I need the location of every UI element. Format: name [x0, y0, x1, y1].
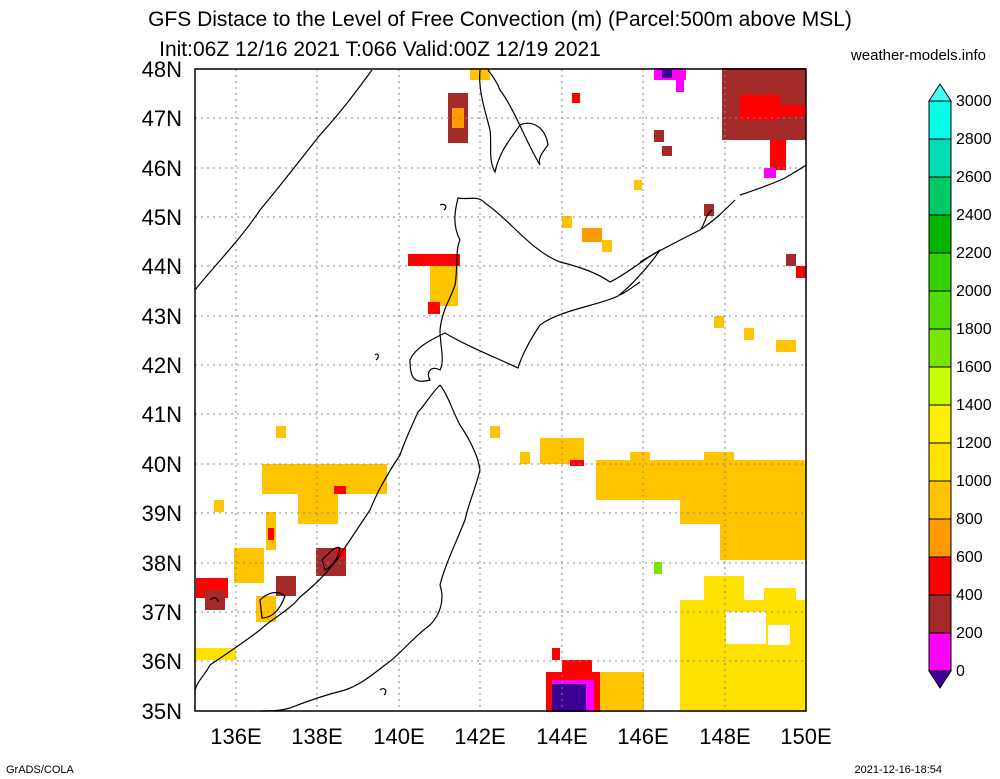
colorbar: [928, 83, 952, 689]
lat-label-47: 47N: [142, 106, 182, 131]
colorbar-label-1400: 1400: [956, 397, 992, 414]
chart-title: GFS Distace to the Level of Free Convect…: [148, 8, 852, 31]
colorbar-bottom-arrow: [928, 670, 952, 689]
lon-label-148: 148E: [699, 724, 750, 749]
lat-label-35: 35N: [142, 699, 182, 724]
lon-label-142: 142E: [454, 724, 505, 749]
lat-label-38: 38N: [142, 551, 182, 576]
map-frame: [194, 68, 807, 712]
colorbar-top-arrow: [928, 83, 952, 102]
footer-software: GrADS/COLA: [6, 764, 74, 776]
lon-label-138: 138E: [291, 724, 342, 749]
lat-label-43: 43N: [142, 304, 182, 329]
colorbar-label-2400: 2400: [956, 207, 992, 224]
lon-label-140: 140E: [373, 724, 424, 749]
lat-label-36: 36N: [142, 649, 182, 674]
lat-label-46: 46N: [142, 156, 182, 181]
lon-label-144: 144E: [536, 724, 587, 749]
lat-label-44: 44N: [142, 254, 182, 279]
colorbar-label-400: 400: [956, 587, 983, 604]
lat-label-42: 42N: [142, 353, 182, 378]
colorbar-label-2000: 2000: [956, 283, 992, 300]
lat-label-48: 48N: [142, 57, 182, 82]
colorbar-label-3000: 3000: [956, 93, 992, 110]
colorbar-label-600: 600: [956, 549, 983, 566]
colorbar-label-1000: 1000: [956, 473, 992, 490]
lat-label-41: 41N: [142, 402, 182, 427]
chart-subtitle: Init:06Z 12/16 2021 T:066 Valid:00Z 12/1…: [159, 38, 601, 61]
colorbar-label-2200: 2200: [956, 245, 992, 262]
lat-label-37: 37N: [142, 600, 182, 625]
colorbar-label-2600: 2600: [956, 169, 992, 186]
lon-label-146: 146E: [617, 724, 668, 749]
colorbar-label-1800: 1800: [956, 321, 992, 338]
colorbar-label-1600: 1600: [956, 359, 992, 376]
field-patches: [196, 68, 806, 712]
lat-label-45: 45N: [142, 205, 182, 230]
footer-timestamp: 2021-12-16-18:54: [854, 764, 942, 776]
colorbar-label-800: 800: [956, 511, 983, 528]
colorbar-label-1200: 1200: [956, 435, 992, 452]
lon-label-150: 150E: [780, 724, 831, 749]
colorbar-label-2800: 2800: [956, 131, 992, 148]
coastlines: [194, 69, 807, 712]
map-gridlines: [195, 69, 806, 711]
colorbar-label-200: 200: [956, 625, 983, 642]
lon-label-136: 136E: [210, 724, 261, 749]
lat-label-39: 39N: [142, 501, 182, 526]
credit-text: weather-models.info: [850, 47, 986, 64]
colorbar-label-0: 0: [956, 663, 965, 680]
lat-label-40: 40N: [142, 452, 182, 477]
